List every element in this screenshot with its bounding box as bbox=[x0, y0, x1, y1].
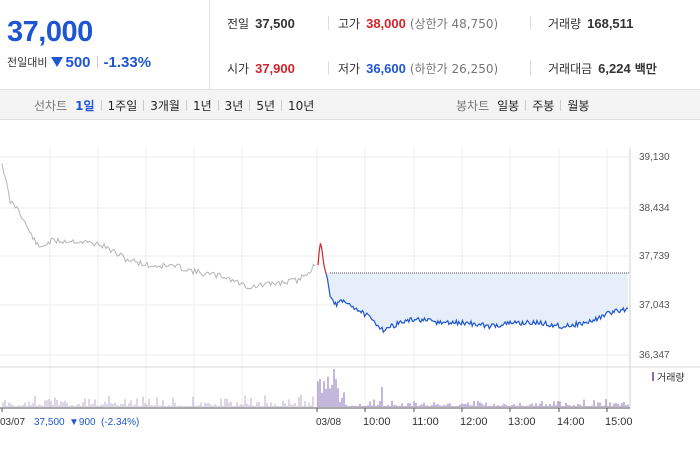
current-price: 37,000 bbox=[7, 16, 93, 48]
x-tick-label: 12:00 bbox=[460, 416, 488, 428]
daily-candle-button[interactable]: 일봉 bbox=[497, 98, 520, 113]
x-tick-label: 03/07 bbox=[0, 417, 25, 428]
weekly-candle-button[interactable]: 주봉 bbox=[532, 98, 555, 113]
period-10y-button[interactable]: 10년 bbox=[288, 98, 315, 113]
today-line-up bbox=[317, 243, 327, 275]
divider bbox=[530, 16, 531, 30]
divider bbox=[328, 16, 329, 30]
change-row: 전일대비 500 -1.33% bbox=[7, 53, 151, 71]
divider bbox=[530, 61, 531, 75]
amount-value: 6,224 bbox=[598, 60, 631, 76]
today-line-down bbox=[325, 274, 629, 334]
volume-legend-label: 거래량 bbox=[657, 372, 685, 384]
divider bbox=[96, 56, 98, 68]
period-3m-button[interactable]: 3개월 bbox=[150, 98, 180, 113]
period-1w-button[interactable]: 1주일 bbox=[107, 98, 138, 113]
amount-unit: 백만 bbox=[634, 61, 657, 76]
prev-day-change: ▼900 bbox=[69, 417, 96, 428]
low-stat: 저가 36,600 (하한가 26,250) bbox=[338, 58, 498, 78]
divider bbox=[281, 99, 283, 111]
prev-close-stat: 전일 37,500 bbox=[227, 13, 295, 33]
lower-limit: (하한가 26,250) bbox=[409, 61, 499, 76]
line-chart-label: 선차트 bbox=[34, 98, 68, 113]
change-rate: -1.33% bbox=[103, 53, 152, 71]
down-triangle-icon bbox=[51, 57, 64, 67]
prev-day-rate: (-2.34%) bbox=[101, 417, 139, 428]
divider bbox=[249, 99, 251, 111]
volume-legend: 거래량 bbox=[652, 372, 685, 384]
divider bbox=[100, 99, 102, 111]
y-axis-labels: 39,130 38,434 37,739 37,043 36,347 bbox=[639, 152, 670, 361]
divider bbox=[217, 99, 219, 111]
divider bbox=[525, 99, 527, 111]
volume-label: 거래량 bbox=[548, 16, 582, 31]
period-3y-button[interactable]: 3년 bbox=[224, 98, 244, 113]
period-5y-button[interactable]: 5년 bbox=[256, 98, 276, 113]
area-layer bbox=[326, 273, 628, 333]
price-box: 37,000 전일대비 500 -1.33% bbox=[0, 0, 210, 90]
prev-close-label: 전일 bbox=[227, 16, 250, 31]
y-tick-label: 37,739 bbox=[639, 251, 670, 262]
y-tick-label: 37,043 bbox=[639, 300, 670, 311]
below-reference-fill bbox=[326, 273, 628, 333]
period-1y-button[interactable]: 1년 bbox=[192, 98, 212, 113]
period-1d-button[interactable]: 1일 bbox=[75, 98, 95, 113]
high-stat: 고가 38,000 (상한가 48,750) bbox=[338, 13, 498, 33]
x-tick-label: 03/08 bbox=[316, 417, 341, 428]
open-stat: 시가 37,900 bbox=[227, 58, 295, 78]
line-chart-group: 선차트 1일 1주일 3개월 1년 3년 5년 10년 bbox=[34, 90, 314, 120]
amount-label: 거래대금 bbox=[548, 61, 593, 76]
volume-stat: 거래량 168,511 bbox=[548, 13, 633, 33]
divider bbox=[560, 99, 562, 111]
divider bbox=[328, 61, 329, 75]
low-value: 36,600 bbox=[366, 60, 406, 76]
candle-chart-group: 봉차트 일봉 주봉 월봉 bbox=[456, 90, 589, 120]
x-axis-labels: 03/07 37,500 ▼900 (-2.34%) 03/08 10:00 1… bbox=[0, 416, 633, 428]
upper-limit: (상한가 48,750) bbox=[409, 16, 499, 31]
y-tick-label: 38,434 bbox=[639, 203, 670, 214]
high-value: 38,000 bbox=[366, 15, 406, 31]
candle-chart-label: 봉차트 bbox=[456, 98, 490, 113]
monthly-candle-button[interactable]: 월봉 bbox=[567, 98, 590, 113]
x-tick-label: 10:00 bbox=[363, 416, 391, 428]
y-tick-label: 39,130 bbox=[639, 152, 670, 163]
divider bbox=[143, 99, 145, 111]
prev-day-price: 37,500 bbox=[34, 417, 65, 428]
x-tick-label: 15:00 bbox=[605, 416, 633, 428]
amount-stat: 거래대금 6,224 백만 bbox=[548, 58, 657, 78]
stock-summary: 37,000 전일대비 500 -1.33% 전일 37,500 고가 38,0… bbox=[0, 0, 700, 90]
line-layer bbox=[1, 163, 630, 334]
chart-toolbar: 선차트 1일 1주일 3개월 1년 3년 5년 10년 봉차트 일봉 주봉 월봉 bbox=[0, 90, 700, 120]
divider bbox=[185, 99, 187, 111]
price-chart[interactable]: 39,130 38,434 37,739 37,043 36,347 거래량 0… bbox=[0, 120, 700, 450]
change-label: 전일대비 bbox=[7, 56, 48, 69]
x-tick-label: 13:00 bbox=[508, 416, 536, 428]
open-value: 37,900 bbox=[255, 60, 295, 76]
open-label: 시가 bbox=[227, 61, 250, 76]
volume-legend-swatch bbox=[652, 372, 654, 381]
volume-value: 168,511 bbox=[587, 15, 634, 31]
x-tick-label: 11:00 bbox=[412, 416, 439, 428]
high-label: 고가 bbox=[338, 16, 361, 31]
volume-bars bbox=[2, 369, 629, 407]
prev-close-value: 37,500 bbox=[255, 15, 295, 31]
low-label: 저가 bbox=[338, 61, 361, 76]
change-amount: 500 bbox=[65, 53, 91, 71]
y-tick-label: 36,347 bbox=[639, 350, 670, 361]
x-tick-label: 14:00 bbox=[557, 416, 585, 428]
prev-day-line bbox=[1, 163, 316, 290]
